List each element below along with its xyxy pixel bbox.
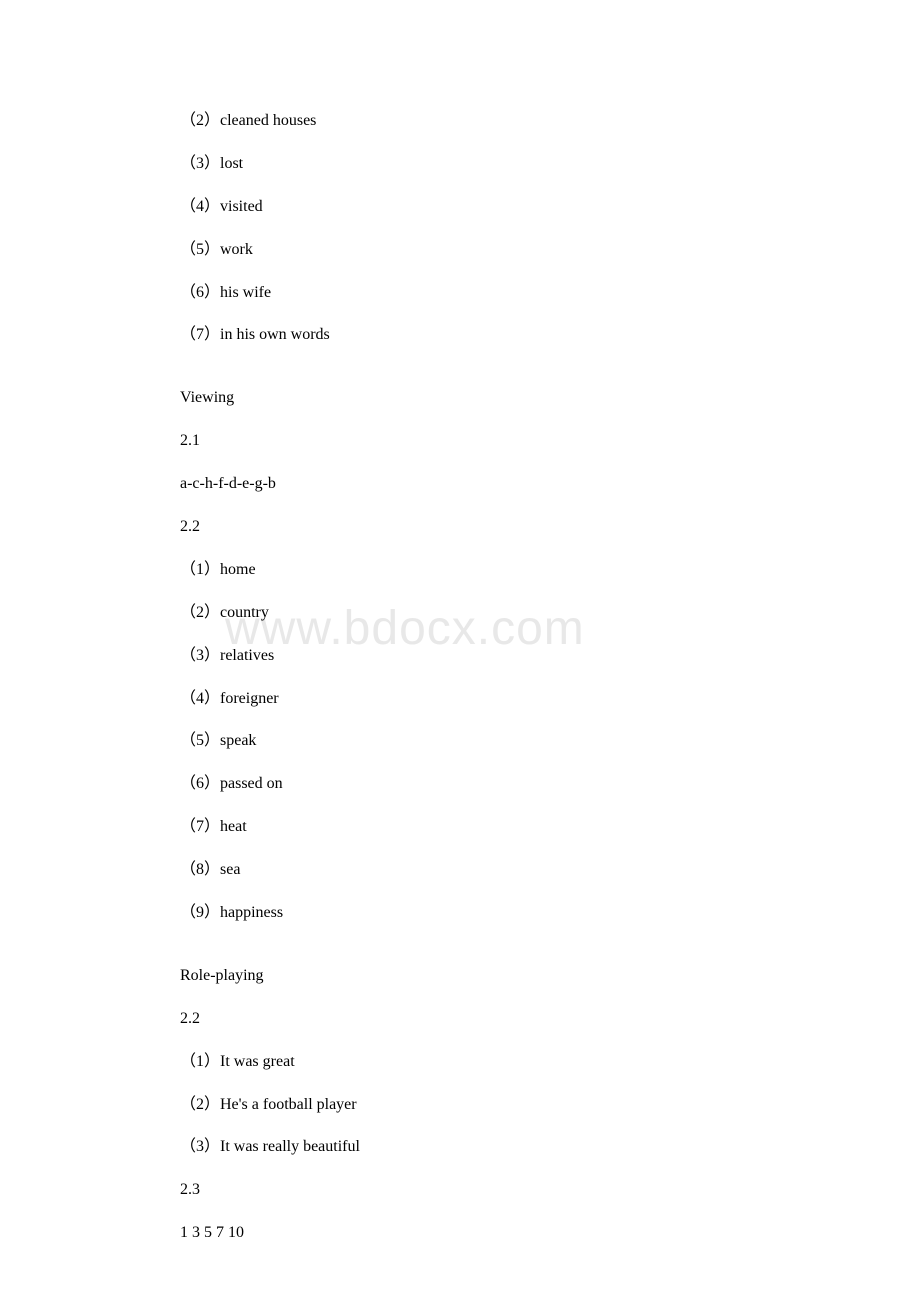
text-line: （8）sea <box>180 859 920 881</box>
text-line: （5）work <box>180 239 920 261</box>
text-line: （2）cleaned houses <box>180 110 920 132</box>
text-line: （7）heat <box>180 816 920 838</box>
text-line: （9）happiness <box>180 902 920 924</box>
text-line: （1）It was great <box>180 1051 920 1073</box>
text-line: （3）lost <box>180 153 920 175</box>
text-line: （2）country <box>180 602 920 624</box>
text-line: 2.1 <box>180 430 920 452</box>
text-line: （6）passed on <box>180 773 920 795</box>
text-line: （4）foreigner <box>180 688 920 710</box>
document-content: （2）cleaned houses （3）lost （4）visited （5）wor… <box>180 110 920 1245</box>
text-line: 2.3 <box>180 1179 920 1201</box>
text-line: Viewing <box>180 387 920 409</box>
text-line: （4）visited <box>180 196 920 218</box>
text-line: （6）his wife <box>180 282 920 304</box>
text-line: a-c-h-f-d-e-g-b <box>180 473 920 495</box>
text-line: （3）relatives <box>180 645 920 667</box>
blank-line <box>180 367 920 387</box>
text-line: （5）speak <box>180 730 920 752</box>
blank-line <box>180 945 920 965</box>
text-line: （1）home <box>180 559 920 581</box>
text-line: 1 3 5 7 10 <box>180 1222 920 1244</box>
text-line: （7）in his own words <box>180 324 920 346</box>
text-line: （3）It was really beautiful <box>180 1136 920 1158</box>
text-line: 2.2 <box>180 516 920 538</box>
text-line: （2）He's a football player <box>180 1094 920 1116</box>
text-line: Role-playing <box>180 965 920 987</box>
text-line: 2.2 <box>180 1008 920 1030</box>
